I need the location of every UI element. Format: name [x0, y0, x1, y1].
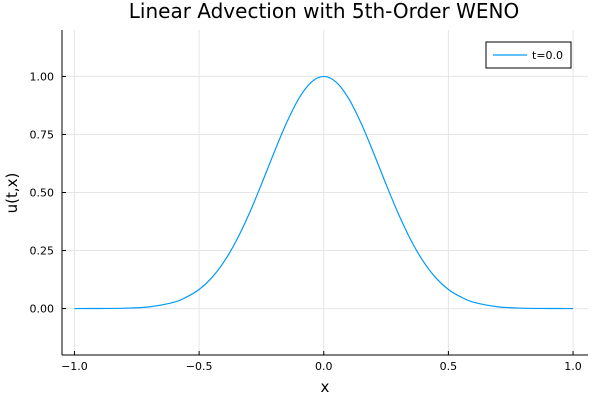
y-tick-label: 0.50: [30, 187, 55, 200]
series-line: [74, 75, 574, 310]
y-tick-label: 0.00: [30, 303, 55, 316]
x-tick-label: 0.0: [315, 360, 333, 373]
y-tick-label: 0.25: [30, 245, 55, 258]
y-ticks: 0.00 0.25 0.50 0.75 1.00: [30, 70, 66, 316]
x-ticks: −1.0 −0.5 0.0 0.5 1.0: [61, 351, 582, 373]
legend: t=0.0: [485, 41, 572, 69]
x-tick-label: 1.0: [564, 360, 582, 373]
x-tick-label: 0.5: [440, 360, 458, 373]
x-axis-label: x: [321, 378, 330, 396]
legend-label: t=0.0: [532, 49, 563, 62]
series-group: [74, 75, 574, 310]
x-tick-label: −0.5: [186, 360, 213, 373]
grid: [62, 30, 588, 355]
chart-title: Linear Advection with 5th-Order WENO: [129, 0, 519, 23]
y-tick-label: 1.00: [30, 70, 55, 83]
y-axis-label: u(t,x): [3, 173, 21, 214]
x-tick-label: −1.0: [61, 360, 88, 373]
y-tick-label: 0.75: [30, 128, 55, 141]
